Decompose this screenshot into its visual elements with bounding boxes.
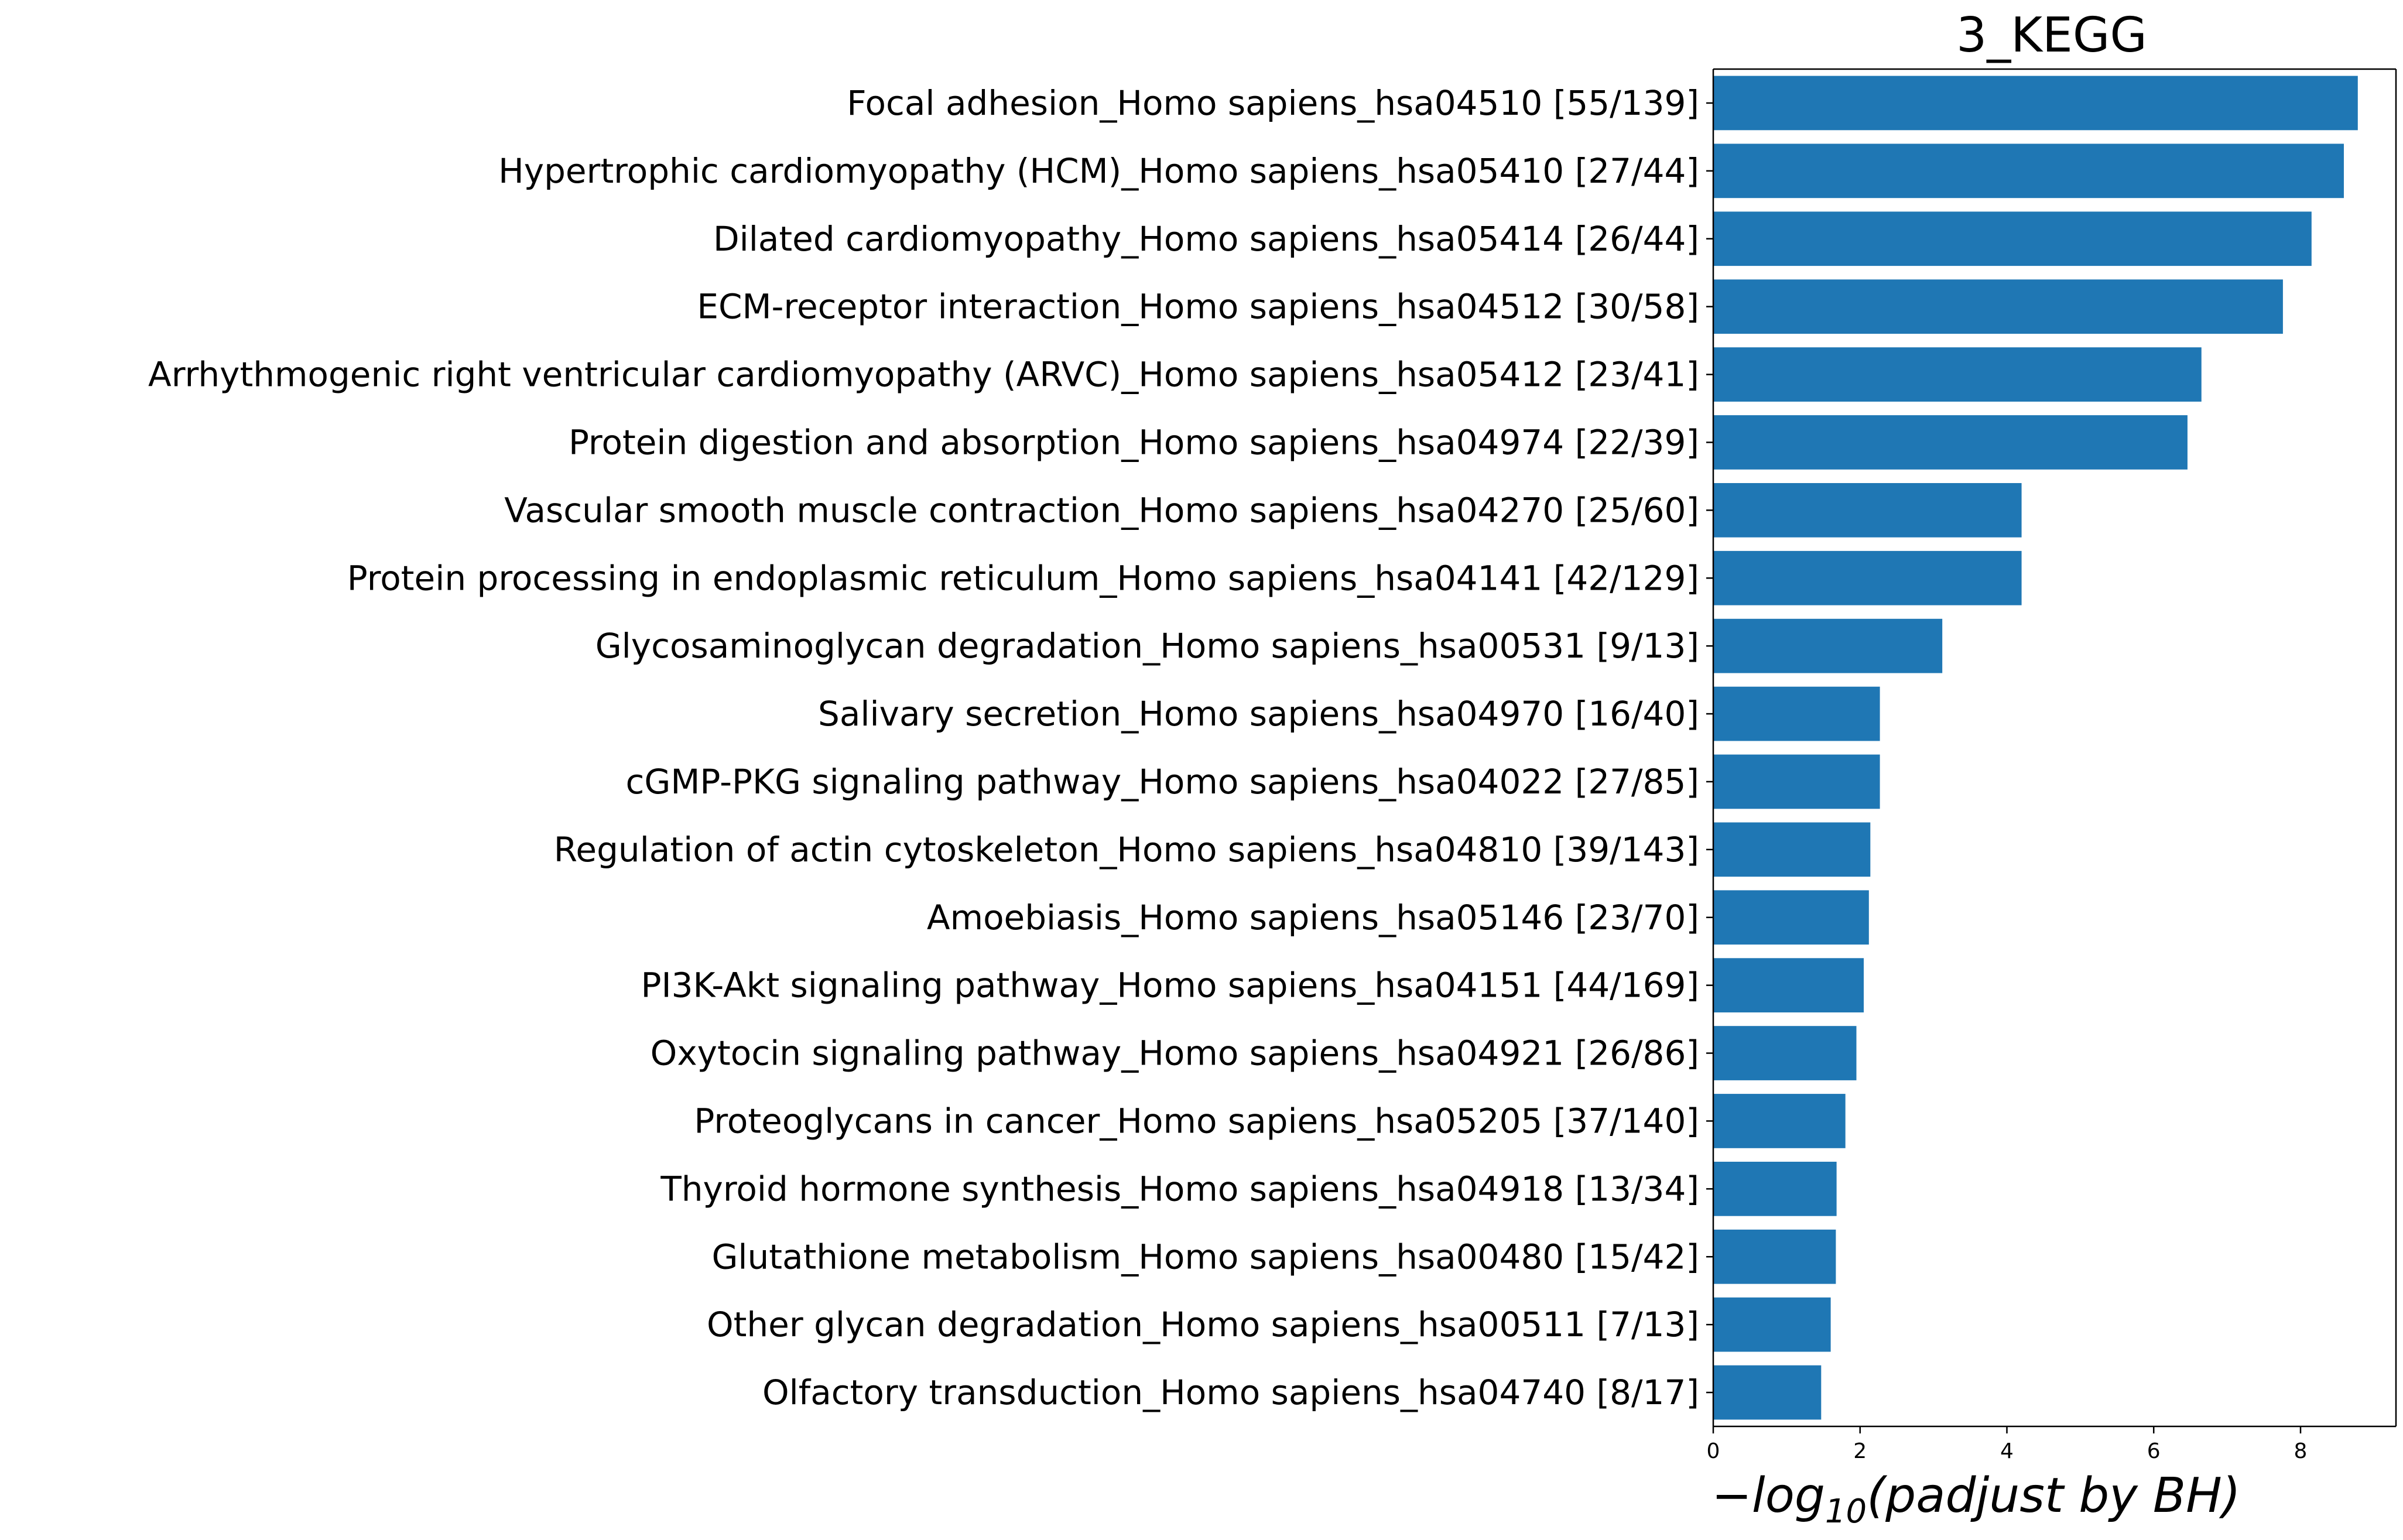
bar xyxy=(1713,618,1943,673)
category-label: Glutathione metabolism_Homo sapiens_hsa0… xyxy=(711,1237,1699,1277)
category-label: Oxytocin signaling pathway_Homo sapiens_… xyxy=(651,1033,1699,1073)
bar xyxy=(1713,754,1880,809)
category-label: Other glycan degradation_Homo sapiens_hs… xyxy=(707,1305,1699,1344)
category-label: Protein digestion and absorption_Homo sa… xyxy=(569,422,1699,462)
bar xyxy=(1713,1297,1831,1352)
bar xyxy=(1713,347,2202,402)
axes xyxy=(1706,68,2397,1428)
bar xyxy=(1713,1229,1836,1284)
bar xyxy=(1713,686,1880,741)
category-label: cGMP-PKG signaling pathway_Homo sapiens_… xyxy=(626,762,1700,802)
category-labels: Focal adhesion_Homo sapiens_hsa04510 [55… xyxy=(148,83,1699,1412)
category-label: Focal adhesion_Homo sapiens_hsa04510 [55… xyxy=(847,83,1699,123)
bar xyxy=(1713,1026,1857,1080)
bar xyxy=(1713,890,1869,945)
category-label: Vascular smooth muscle contraction_Homo … xyxy=(504,490,1699,530)
category-label: Thyroid hormone synthesis_Homo sapiens_h… xyxy=(660,1169,1699,1209)
category-label: Protein processing in endoplasmic reticu… xyxy=(347,558,1699,598)
category-label: Olfactory transduction_Homo sapiens_hsa0… xyxy=(762,1373,1699,1412)
category-label: Amoebiasis_Homo sapiens_hsa05146 [23/70] xyxy=(927,898,1699,937)
bar xyxy=(1713,415,2188,470)
category-label: PI3K-Akt signaling pathway_Homo sapiens_… xyxy=(641,966,1699,1005)
x-axis-label-subscript: 10 xyxy=(1825,1493,1867,1531)
bar xyxy=(1713,143,2344,199)
bar xyxy=(1713,958,1864,1013)
category-label: Proteoglycans in cancer_Homo sapiens_hsa… xyxy=(694,1101,1699,1141)
bar xyxy=(1713,76,2358,131)
category-label: Salivary secretion_Homo sapiens_hsa04970… xyxy=(818,694,1699,734)
category-label: Arrhythmogenic right ventricular cardiom… xyxy=(148,355,1699,395)
x-tick-label: 4 xyxy=(2000,1439,2014,1463)
x-tick-label: 2 xyxy=(1853,1439,1867,1463)
bar xyxy=(1713,279,2283,334)
category-label: ECM-receptor interaction_Homo sapiens_hs… xyxy=(697,287,1699,327)
x-ticks: 0 2 4 6 8 xyxy=(1707,1426,2308,1463)
bar xyxy=(1713,550,2022,605)
x-tick-label: 0 xyxy=(1707,1439,1720,1463)
bar xyxy=(1713,482,2022,538)
bar xyxy=(1713,1161,1837,1216)
x-tick-label: 6 xyxy=(2147,1439,2161,1463)
x-axis-label: −log10(padjust by BH) xyxy=(1711,1468,2241,1531)
x-axis-label-suffix: (padjust by BH) xyxy=(1867,1468,2241,1524)
bar xyxy=(1713,211,2312,266)
category-label: Hypertrophic cardiomyopathy (HCM)_Homo s… xyxy=(498,151,1699,191)
x-axis-label-prefix: −log xyxy=(1711,1468,1825,1524)
category-label: Glycosaminoglycan degradation_Homo sapie… xyxy=(595,626,1699,666)
category-label: Dilated cardiomyopathy_Homo sapiens_hsa0… xyxy=(713,219,1699,259)
x-tick-label: 8 xyxy=(2294,1439,2308,1463)
bar xyxy=(1713,822,1871,877)
bars-layer xyxy=(1713,76,2358,1420)
bar xyxy=(1713,1365,1822,1420)
category-label: Regulation of actin cytoskeleton_Homo sa… xyxy=(554,830,1699,870)
bar xyxy=(1713,1094,1846,1148)
chart-title: 3_KEGG xyxy=(1956,8,2147,63)
